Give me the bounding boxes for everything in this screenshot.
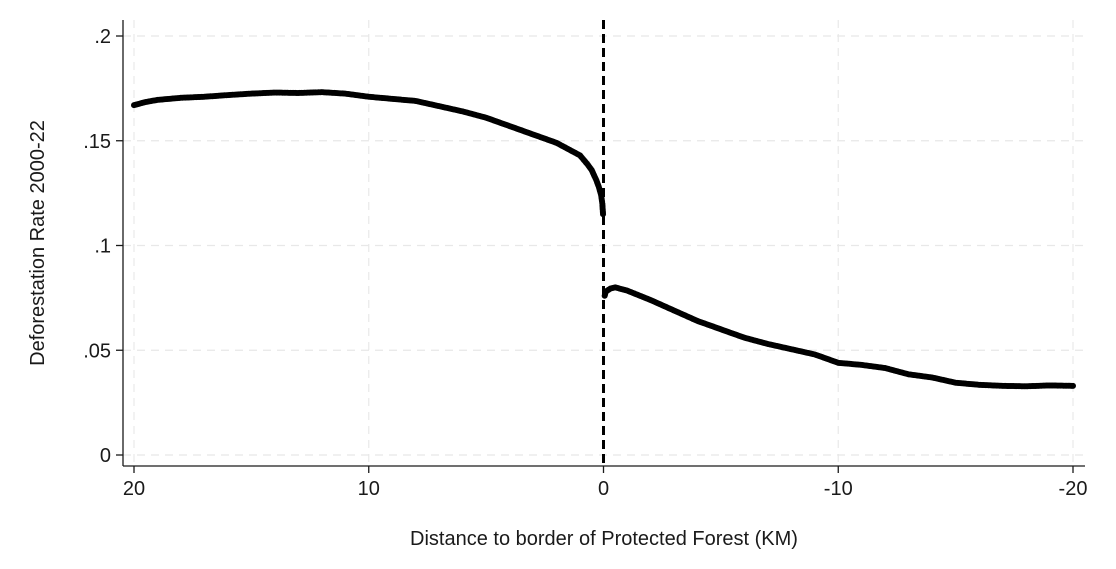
series-0-point-29 xyxy=(600,211,607,218)
x-axis-title: Distance to border of Protected Forest (… xyxy=(410,528,798,550)
y-tick-label-3: .15 xyxy=(83,131,111,153)
y-axis-title: Deforestation Rate 2000-22 xyxy=(27,120,49,366)
points-layer xyxy=(131,89,1076,390)
y-tick-label-1: .05 xyxy=(83,340,111,362)
x-tick-label-2: 0 xyxy=(598,478,609,500)
x-tick-label-0: 20 xyxy=(123,478,145,500)
x-tick-label-4: -20 xyxy=(1059,478,1088,500)
x-tick-label-1: 10 xyxy=(358,478,380,500)
ticks-layer: 0 .05 .1 .15 .2 20 10 0 -10 -20 xyxy=(83,26,1087,500)
y-tick-label-2: .1 xyxy=(94,236,111,258)
y-tick-label-0: 0 xyxy=(100,445,111,467)
series-1-point-23 xyxy=(1070,382,1076,389)
x-tick-label-3: -10 xyxy=(824,478,853,500)
y-tick-label-4: .2 xyxy=(94,26,111,48)
